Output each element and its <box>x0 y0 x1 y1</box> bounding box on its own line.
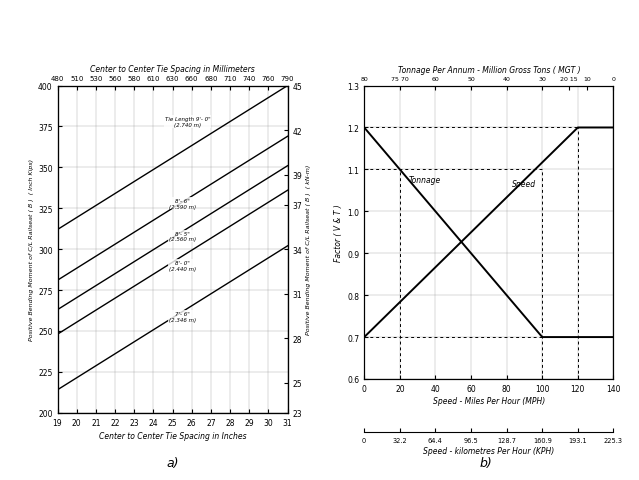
X-axis label: Speed - Miles Per Hour (MPH): Speed - Miles Per Hour (MPH) <box>433 396 545 405</box>
Y-axis label: Positive Bending Moment of C/L Railseat ( B )  ( kN-m): Positive Bending Moment of C/L Railseat … <box>306 165 311 335</box>
Text: Tonnage: Tonnage <box>409 176 441 185</box>
Text: b): b) <box>479 456 492 468</box>
X-axis label: Tonnage Per Annum - Million Gross Tons ( MGT ): Tonnage Per Annum - Million Gross Tons (… <box>397 65 580 74</box>
Text: 7'- 6"
(2.346 m): 7'- 6" (2.346 m) <box>169 311 196 322</box>
Text: 8'- 5"
(2.560 m): 8'- 5" (2.560 m) <box>169 231 196 242</box>
X-axis label: Center to Center Tie Spacing in Inches: Center to Center Tie Spacing in Inches <box>98 431 247 440</box>
Y-axis label: Factor ( V & T ): Factor ( V & T ) <box>334 204 343 262</box>
Text: 8'- 6"
(2.590 m): 8'- 6" (2.590 m) <box>169 199 196 209</box>
Y-axis label: Positive Bending Moment of C/L Railseat ( B )  ( Inch Kips): Positive Bending Moment of C/L Railseat … <box>29 159 34 340</box>
X-axis label: Speed - kilometres Per Hour (KPH): Speed - kilometres Per Hour (KPH) <box>423 445 555 455</box>
Text: 8'- 0"
(2.440 m): 8'- 0" (2.440 m) <box>169 261 196 271</box>
Text: Speed: Speed <box>512 180 536 189</box>
Text: a): a) <box>166 456 179 468</box>
X-axis label: Center to Center Tie Spacing in Millimeters: Center to Center Tie Spacing in Millimet… <box>90 64 255 73</box>
Text: Tie Length 9'- 0"
(2.740 m): Tie Length 9'- 0" (2.740 m) <box>165 117 211 128</box>
